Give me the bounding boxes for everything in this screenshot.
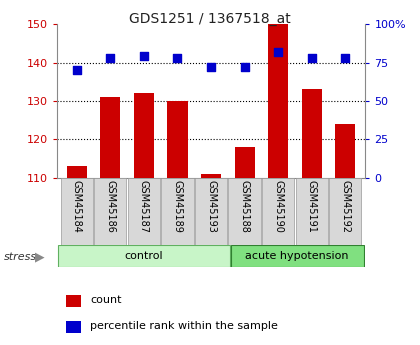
Point — [241, 65, 248, 70]
FancyBboxPatch shape — [61, 178, 93, 246]
Text: GSM45192: GSM45192 — [340, 180, 350, 233]
Text: stress: stress — [4, 252, 37, 262]
Bar — [67, 166, 87, 178]
Point — [141, 53, 147, 59]
Text: GSM45189: GSM45189 — [173, 180, 183, 233]
FancyBboxPatch shape — [58, 245, 229, 267]
Bar — [66, 321, 81, 333]
Bar — [100, 97, 121, 178]
Text: GSM45193: GSM45193 — [206, 180, 216, 233]
FancyBboxPatch shape — [161, 178, 194, 246]
FancyBboxPatch shape — [296, 178, 328, 246]
Text: GSM45187: GSM45187 — [139, 180, 149, 233]
Bar — [335, 124, 355, 178]
FancyBboxPatch shape — [128, 178, 160, 246]
FancyBboxPatch shape — [94, 178, 126, 246]
FancyBboxPatch shape — [228, 178, 261, 246]
Bar — [201, 174, 221, 178]
Text: ▶: ▶ — [35, 250, 45, 264]
Point — [107, 55, 114, 61]
Bar — [168, 101, 188, 178]
Bar — [234, 147, 255, 178]
Text: percentile rank within the sample: percentile rank within the sample — [90, 321, 278, 331]
Text: GSM45191: GSM45191 — [307, 180, 317, 233]
Point — [342, 55, 349, 61]
Point — [174, 55, 181, 61]
Text: count: count — [90, 295, 122, 305]
Text: acute hypotension: acute hypotension — [245, 251, 348, 261]
Bar — [302, 89, 322, 178]
Point — [208, 65, 215, 70]
Point — [308, 55, 315, 61]
Point — [275, 49, 281, 55]
Bar — [134, 93, 154, 178]
Text: GSM45186: GSM45186 — [105, 180, 116, 233]
Text: GDS1251 / 1367518_at: GDS1251 / 1367518_at — [129, 12, 291, 26]
FancyBboxPatch shape — [329, 178, 361, 246]
Bar — [268, 24, 288, 178]
Bar — [66, 295, 81, 307]
FancyBboxPatch shape — [195, 178, 227, 246]
FancyBboxPatch shape — [262, 178, 294, 246]
Text: GSM45190: GSM45190 — [273, 180, 283, 233]
Text: control: control — [125, 251, 163, 261]
FancyBboxPatch shape — [231, 245, 364, 267]
Point — [74, 68, 80, 73]
Text: GSM45188: GSM45188 — [239, 180, 249, 233]
Text: GSM45184: GSM45184 — [72, 180, 82, 233]
